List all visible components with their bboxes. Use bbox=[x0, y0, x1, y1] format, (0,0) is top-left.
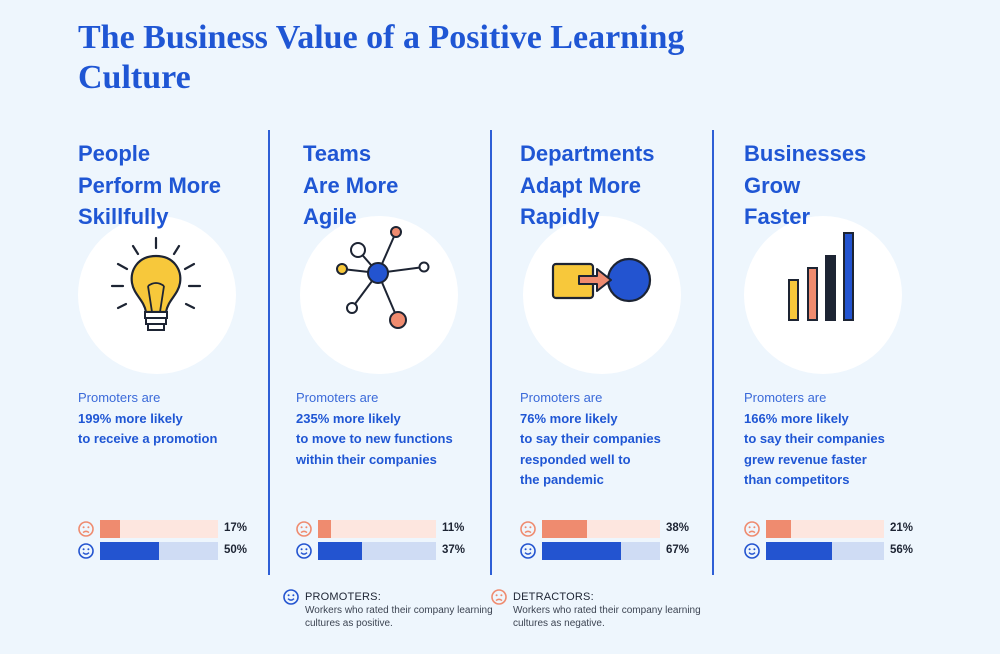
promoter-percent: 37% bbox=[442, 544, 466, 556]
stat-text: Promoters are 235% more likely to move t… bbox=[296, 388, 516, 470]
column-heading: Teams Are More Agile bbox=[303, 141, 399, 229]
stat-highlight: 76% more likely to say their companies r… bbox=[520, 410, 661, 488]
column-departments: Departments Adapt More Rapidly Promoters… bbox=[520, 138, 730, 560]
detractor-percent: 21% bbox=[890, 522, 914, 534]
square-to-circle-icon bbox=[523, 216, 681, 374]
sad-face-icon bbox=[491, 589, 507, 605]
stat-text: Promoters are 76% more likely to say the… bbox=[520, 388, 740, 491]
detractor-bar-track bbox=[318, 520, 436, 538]
network-nodes-icon bbox=[300, 216, 458, 374]
happy-face-icon bbox=[78, 543, 94, 559]
legend-title: DETRACTORS: bbox=[513, 591, 594, 603]
legend-title: PROMOTERS: bbox=[305, 591, 381, 603]
stat-intro: Promoters are bbox=[78, 390, 161, 405]
stat-text: Promoters are 166% more likely to say th… bbox=[744, 388, 964, 491]
stat-intro: Promoters are bbox=[520, 390, 603, 405]
promoter-bar-track bbox=[542, 542, 660, 560]
detractor-bar-fill bbox=[542, 520, 587, 538]
page-title: The Business Value of a Positive Learnin… bbox=[78, 19, 685, 96]
detractor-bar-track bbox=[100, 520, 218, 538]
stat-highlight: 235% more likely to move to new function… bbox=[296, 410, 453, 467]
promoter-bar-row: 37% bbox=[296, 542, 476, 560]
stat-intro: Promoters are bbox=[744, 390, 827, 405]
sad-face-icon bbox=[744, 521, 760, 537]
sad-face-icon bbox=[520, 521, 536, 537]
stat-highlight: 199% more likely to receive a promotion bbox=[78, 410, 218, 447]
happy-face-icon bbox=[744, 543, 760, 559]
sad-face-icon bbox=[78, 521, 94, 537]
happy-face-icon bbox=[296, 543, 312, 559]
detractor-bar-row: 17% bbox=[78, 520, 258, 538]
legend-description: Workers who rated their company learning… bbox=[305, 605, 493, 629]
promoter-bar-track bbox=[766, 542, 884, 560]
detractor-bar-track bbox=[766, 520, 884, 538]
detractor-bar-row: 38% bbox=[520, 520, 700, 538]
promoter-percent: 56% bbox=[890, 544, 914, 556]
happy-face-icon bbox=[283, 589, 299, 605]
column-heading: Businesses Grow Faster bbox=[744, 141, 867, 229]
detractor-bar-fill bbox=[100, 520, 121, 538]
legend-description: Workers who rated their company learning… bbox=[513, 605, 701, 629]
detractor-percent: 11% bbox=[442, 522, 465, 534]
column-divider bbox=[490, 130, 492, 575]
promoter-bar-fill bbox=[766, 542, 833, 560]
promoter-bar-fill bbox=[100, 542, 159, 560]
lightbulb-icon bbox=[78, 216, 236, 374]
promoter-bar-track bbox=[100, 542, 218, 560]
promoter-bar-row: 50% bbox=[78, 542, 258, 560]
column-heading: People Perform More Skillfully bbox=[78, 141, 222, 229]
column-divider bbox=[268, 130, 270, 575]
promoter-bar-track bbox=[318, 542, 436, 560]
column-teams: Teams Are More Agile Promoters are 235% … bbox=[296, 138, 506, 560]
detractor-percent: 38% bbox=[666, 522, 690, 534]
detractor-bar-row: 21% bbox=[744, 520, 924, 538]
happy-face-icon bbox=[520, 543, 536, 559]
sad-face-icon bbox=[296, 521, 312, 537]
promoter-percent: 67% bbox=[666, 544, 690, 556]
column-divider bbox=[712, 130, 714, 575]
column-people: People Perform More Skillfully Promoters… bbox=[78, 138, 288, 560]
column-businesses: Businesses Grow Faster Promoters are 166… bbox=[744, 138, 954, 560]
detractor-bar-fill bbox=[766, 520, 791, 538]
stat-intro: Promoters are bbox=[296, 390, 379, 405]
promoter-bar-row: 56% bbox=[744, 542, 924, 560]
growth-bars-icon bbox=[744, 216, 902, 374]
detractor-bar-fill bbox=[318, 520, 331, 538]
column-heading: Departments Adapt More Rapidly bbox=[520, 141, 655, 229]
detractor-percent: 17% bbox=[224, 522, 248, 534]
detractor-bar-row: 11% bbox=[296, 520, 476, 538]
promoter-percent: 50% bbox=[224, 544, 248, 556]
stat-text: Promoters are 199% more likely to receiv… bbox=[78, 388, 298, 450]
detractor-bar-track bbox=[542, 520, 660, 538]
stat-highlight: 166% more likely to say their companies … bbox=[744, 410, 885, 488]
promoter-bar-row: 67% bbox=[520, 542, 700, 560]
promoter-bar-fill bbox=[542, 542, 622, 560]
promoter-bar-fill bbox=[318, 542, 362, 560]
